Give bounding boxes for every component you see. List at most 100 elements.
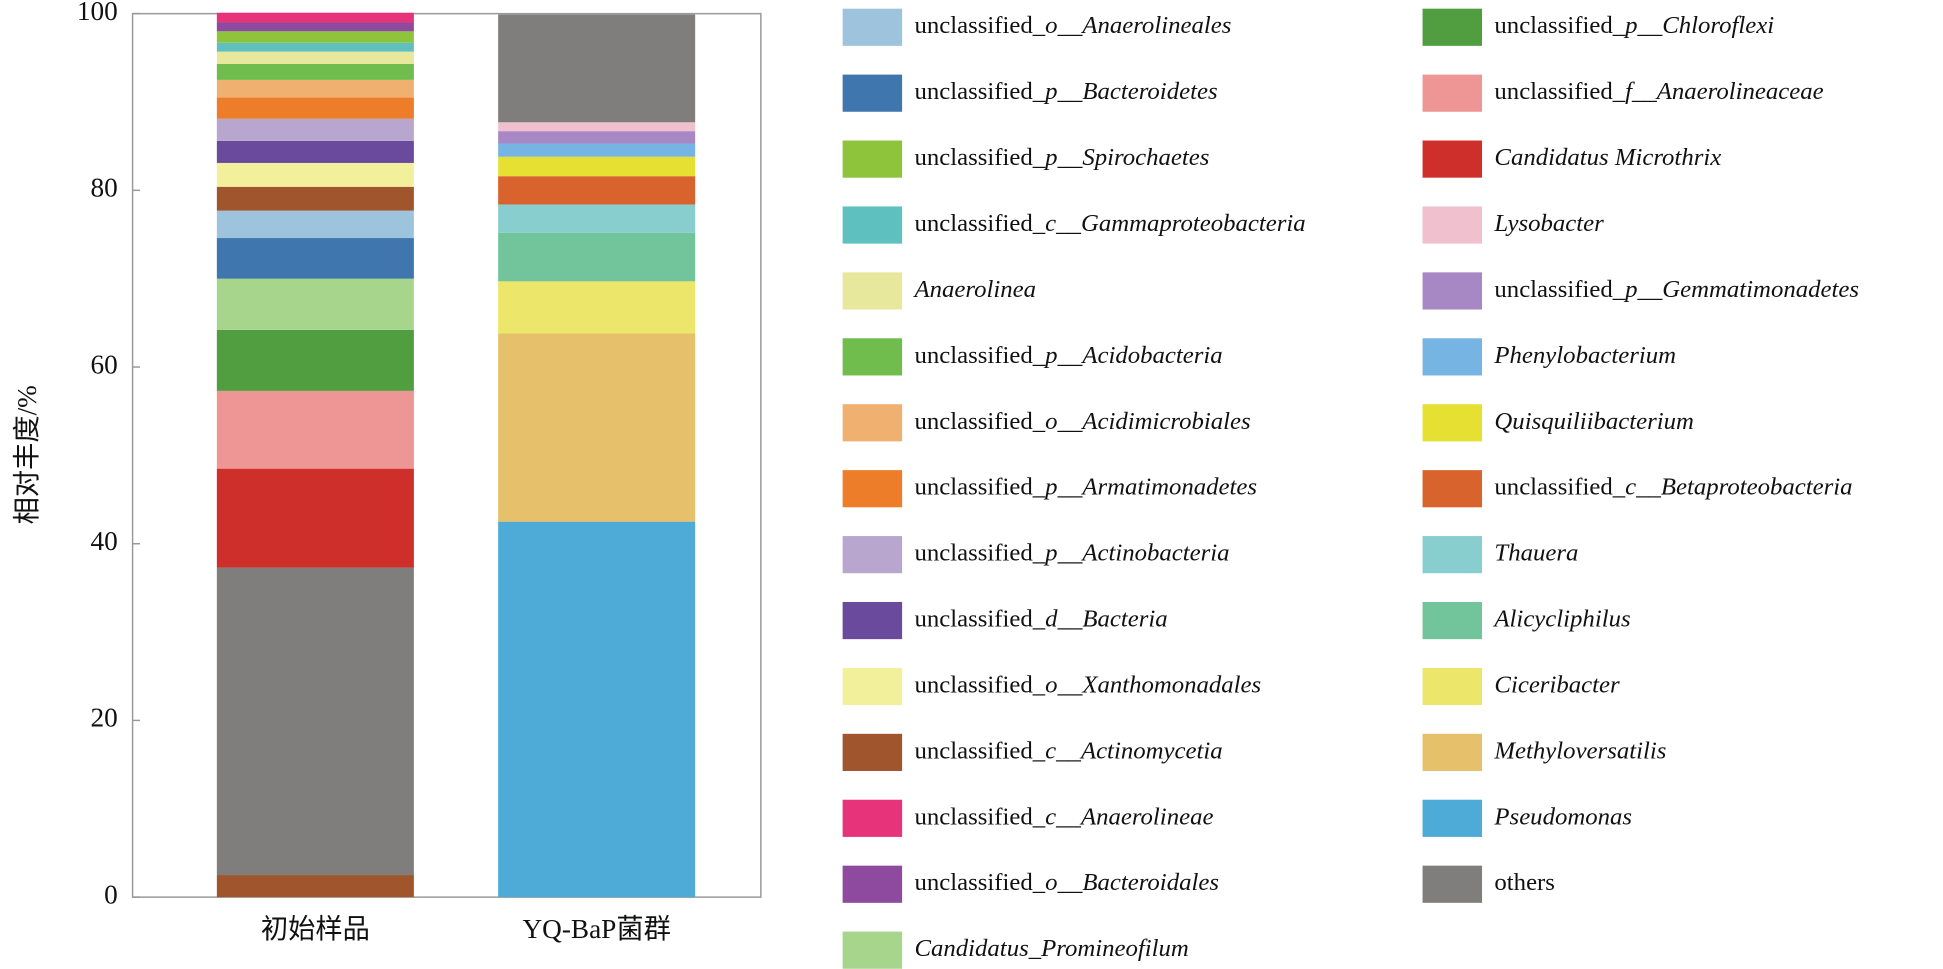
y-tick-label: 20: [90, 703, 117, 733]
bar-segment: [216, 63, 414, 80]
bar-segment: [498, 131, 696, 144]
legend-label: unclassified_o__Xanthomonadales: [914, 671, 1261, 698]
legend-label: Anaerolinea: [912, 276, 1036, 303]
legend-label: unclassified_f__Anaerolineaceae: [1494, 78, 1823, 105]
legend-label: unclassified_o__Bacteroidales: [914, 869, 1218, 896]
x-tick-label: 初始样品: [261, 914, 370, 944]
legend-swatch: [1422, 536, 1483, 574]
legend-swatch: [842, 931, 903, 969]
legend-swatch: [1422, 667, 1483, 706]
legend-swatch: [842, 733, 903, 771]
bar-segment: [216, 97, 414, 119]
bar-segment: [498, 176, 696, 205]
legend-swatch: [842, 799, 903, 837]
x-tick-label: YQ-BaP菌群: [522, 914, 670, 944]
bar-segment: [216, 329, 414, 391]
legend-label: Lysobacter: [1493, 210, 1604, 237]
bar-segment: [216, 31, 414, 43]
y-tick-label: 100: [77, 0, 118, 26]
legend-label: Phenylobacterium: [1493, 342, 1676, 369]
legend-label: unclassified_d__Bacteria: [914, 605, 1167, 632]
bar-segment: [216, 278, 414, 330]
legend-label: unclassified_c__Betaproteobacteria: [1494, 473, 1852, 500]
legend-swatch: [842, 74, 903, 112]
legend-swatch: [1422, 74, 1483, 112]
legend-swatch: [1422, 140, 1483, 178]
legend-swatch: [1422, 601, 1483, 640]
bar-segment: [216, 162, 414, 187]
legend-label: Methyloversatilis: [1493, 737, 1666, 764]
legend-label: unclassified_p__Spirochaetes: [914, 144, 1209, 171]
legend-swatch: [1422, 865, 1483, 903]
plot-frame: [131, 12, 762, 898]
bar-segment: [498, 14, 696, 123]
bar-segment: [498, 204, 696, 233]
bar-segment: [498, 232, 696, 282]
legend-label: unclassified_o__Acidimicrobiales: [914, 407, 1250, 434]
legend-swatch: [1422, 206, 1483, 244]
bar-segment: [498, 521, 696, 898]
bar-segment: [216, 468, 414, 568]
legend-swatch: [842, 865, 903, 903]
legend-label: unclassified_p__Gemmatimonadetes: [1494, 276, 1859, 303]
bar-segment: [216, 210, 414, 239]
legend-swatch: [842, 601, 903, 640]
legend-swatch: [842, 272, 903, 310]
bar-segment: [498, 143, 696, 157]
legend-label: Ciceribacter: [1494, 671, 1620, 698]
legend-swatch: [842, 536, 903, 574]
bar-segment: [216, 42, 414, 52]
bar-segment: [216, 22, 414, 32]
legend-label: Candidatus_Promineofilum: [914, 935, 1188, 962]
bar-segment: [498, 281, 696, 334]
legend-swatch: [842, 470, 903, 508]
y-tick-label: 40: [90, 526, 117, 556]
legend-swatch: [842, 140, 903, 178]
bar-segment: [216, 390, 414, 469]
legend-swatch: [1422, 338, 1483, 376]
bar-segment: [216, 186, 414, 211]
legend-label: unclassified_p__Chloroflexi: [1494, 12, 1774, 39]
bar-segment: [216, 140, 414, 163]
legend-swatch: [1422, 272, 1483, 310]
bar-segment: [216, 118, 414, 141]
legend-label: unclassified_o__Anaerolineales: [914, 12, 1231, 39]
y-tick-label: 60: [90, 349, 117, 379]
legend-label: Alicycliphilus: [1492, 605, 1630, 632]
legend-label: others: [1494, 869, 1555, 896]
bar-segment: [216, 875, 414, 898]
legend-label: unclassified_c__Gammaproteobacteria: [914, 210, 1305, 237]
bar-segment: [216, 12, 414, 23]
legend-swatch: [842, 667, 903, 706]
legend-swatch: [1422, 470, 1483, 508]
bar-segment: [498, 156, 696, 177]
legend-label: Thauera: [1494, 539, 1578, 566]
bar-segment: [498, 333, 696, 522]
legend-swatch: [842, 8, 903, 46]
legend-label: unclassified_p__Bacteroidetes: [914, 78, 1217, 105]
legend-label: unclassified_p__Acidobacteria: [914, 342, 1222, 369]
legend-swatch: [1422, 733, 1483, 771]
y-axis-label: 相对丰度/%: [12, 385, 42, 524]
legend-label: unclassified_p__Armatimonadetes: [914, 473, 1257, 500]
legend-swatch: [842, 338, 903, 376]
legend-swatch: [842, 206, 903, 244]
bar-segment: [216, 51, 414, 64]
legend-swatch: [842, 404, 903, 442]
legend-swatch: [1422, 404, 1483, 442]
bar-segment: [216, 238, 414, 279]
legend-label: unclassified_c__Anaerolineae: [914, 803, 1213, 830]
legend-swatch: [1422, 8, 1483, 46]
legend-label: Quisquiliibacterium: [1494, 407, 1694, 434]
y-tick-label: 0: [104, 879, 118, 909]
legend-swatch: [1422, 799, 1483, 837]
y-tick-label: 80: [90, 173, 117, 203]
bar-segment: [216, 567, 414, 876]
bar-segment: [498, 122, 696, 132]
legend-label: Pseudomonas: [1493, 803, 1632, 830]
legend-label: unclassified_c__Actinomycetia: [914, 737, 1222, 764]
bar-segment: [216, 79, 414, 98]
legend-label: unclassified_p__Actinobacteria: [914, 539, 1229, 566]
legend-label: Candidatus Microthrix: [1494, 144, 1721, 171]
